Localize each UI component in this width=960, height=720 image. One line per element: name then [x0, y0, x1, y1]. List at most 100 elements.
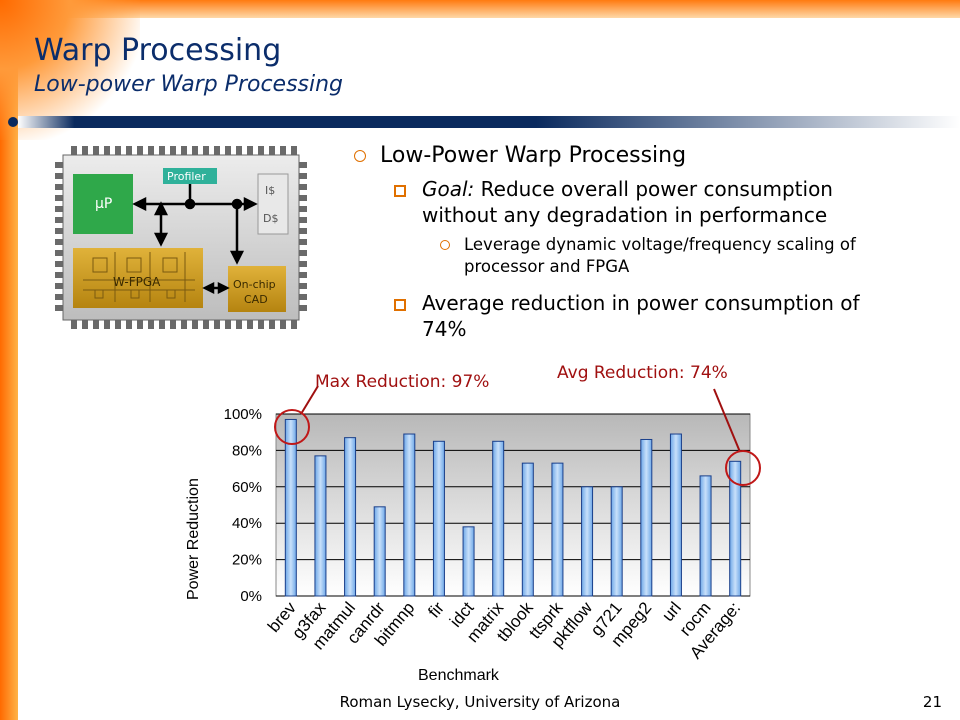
- bar-fir: [432, 440, 445, 597]
- bullet-subitem: Leverage dynamic voltage/frequency scali…: [360, 234, 900, 278]
- chip-pin: [55, 184, 63, 190]
- x-axis-label: Benchmark: [418, 667, 500, 684]
- chip-pin: [181, 146, 187, 155]
- chip-pin: [203, 320, 209, 329]
- bar-matrix: [492, 440, 505, 597]
- bullet-level1-text: Low-Power Warp Processing: [380, 143, 687, 168]
- footer-author: Roman Lysecky, University of Arizona: [339, 693, 621, 711]
- chip-pin: [236, 146, 242, 155]
- chip-pin: [55, 250, 63, 256]
- chip-pin: [137, 320, 143, 329]
- chip-pin: [291, 320, 297, 329]
- chip-pin: [299, 195, 307, 201]
- chip-pin: [55, 305, 63, 311]
- chip-pin: [55, 217, 63, 223]
- chip-pin: [299, 250, 307, 256]
- chip-pin: [225, 320, 231, 329]
- chip-pin: [269, 320, 275, 329]
- chip-pin: [258, 320, 264, 329]
- chip-pin: [148, 320, 154, 329]
- chip-pin: [148, 146, 154, 155]
- chip-pin: [299, 206, 307, 212]
- fpga-routing: [83, 252, 195, 302]
- result-text: Average reduction in power consumption o…: [422, 291, 860, 341]
- chip-pin: [214, 320, 220, 329]
- chip-pin: [55, 195, 63, 201]
- profiler-block: [163, 168, 217, 184]
- chip-pin: [159, 320, 165, 329]
- chip-pin: [104, 146, 110, 155]
- corner-decoration-vertical: [0, 0, 18, 720]
- chip-pin: [55, 173, 63, 179]
- bullet-result: Average reduction in power consumption o…: [360, 290, 900, 342]
- slide-title: Warp Processing: [34, 33, 282, 68]
- chip-pin: [55, 228, 63, 234]
- profiler-label: Profiler: [167, 170, 206, 183]
- chip-pin: [299, 217, 307, 223]
- chip-pin: [299, 173, 307, 179]
- cad-label-line2: CAD: [244, 293, 268, 306]
- chip-pin: [258, 146, 264, 155]
- bus-arrows: [132, 184, 258, 295]
- chip-pin: [280, 146, 286, 155]
- max-reduction-circle: [274, 409, 310, 445]
- chip-pin: [55, 206, 63, 212]
- y-tick-label: 40%: [232, 515, 262, 532]
- chip-pin: [299, 239, 307, 245]
- bullet-marker-icon: [440, 240, 450, 250]
- chip-pin: [55, 272, 63, 278]
- chip-pin: [247, 146, 253, 155]
- avg-reduction-circle: [725, 450, 761, 486]
- chip-pin: [71, 320, 77, 329]
- y-axis-label: Power Reduction: [185, 478, 202, 600]
- chip-pin: [93, 146, 99, 155]
- chip-pin: [291, 146, 297, 155]
- goal-label: Goal:: [422, 177, 475, 201]
- page-number: 21: [922, 693, 942, 711]
- bullet-list: Low-Power Warp Processing Goal: Reduce o…: [354, 143, 900, 342]
- chip-pin: [55, 294, 63, 300]
- max-reduction-callout: Max Reduction: 97%: [315, 372, 490, 392]
- cad-label-line1: On-chip: [233, 278, 276, 291]
- bar-tblook: [521, 462, 534, 597]
- y-tick-labels: 0% 20% 40% 60% 80% 100%: [224, 406, 262, 605]
- chip-pin: [203, 146, 209, 155]
- bar-brev: [284, 418, 297, 597]
- chip-pin: [269, 146, 275, 155]
- y-tick-label: 60%: [232, 479, 262, 496]
- architecture-diagram: µP Profiler I$ D$ W-FPGA On-chip CAD: [55, 146, 307, 329]
- chip-pin: [82, 146, 88, 155]
- chip-pin: [181, 320, 187, 329]
- chip-pin: [137, 146, 143, 155]
- chip-pin: [55, 283, 63, 289]
- title-rule-dot: [8, 117, 18, 127]
- bar-bitmnp: [403, 433, 416, 597]
- chip-pin: [170, 146, 176, 155]
- chip-pins-bottom: [71, 320, 297, 329]
- chip-pin: [71, 146, 77, 155]
- chip-pin: [104, 320, 110, 329]
- chip-pin: [115, 320, 121, 329]
- chip-pin: [55, 261, 63, 267]
- cad-block: [228, 266, 286, 312]
- wfpga-label: W-FPGA: [113, 275, 161, 289]
- y-tick-label: 20%: [232, 552, 262, 569]
- chip-pin: [55, 239, 63, 245]
- bar-url: [669, 433, 682, 597]
- icache-label: I$: [265, 184, 275, 197]
- chip-pin: [299, 162, 307, 168]
- chip-pin: [214, 146, 220, 155]
- bar-average: [729, 460, 742, 597]
- up-block: [73, 174, 133, 234]
- bar-pktflow: [581, 486, 594, 597]
- chip-pin: [280, 320, 286, 329]
- title-rule: [18, 116, 960, 128]
- chip-pin: [55, 162, 63, 168]
- bar-g3fax: [314, 455, 327, 597]
- slide-subtitle: Low-power Warp Processing: [34, 72, 344, 97]
- bar-canrdr: [373, 506, 386, 597]
- up-label: µP: [95, 196, 112, 212]
- chip-pin: [299, 261, 307, 267]
